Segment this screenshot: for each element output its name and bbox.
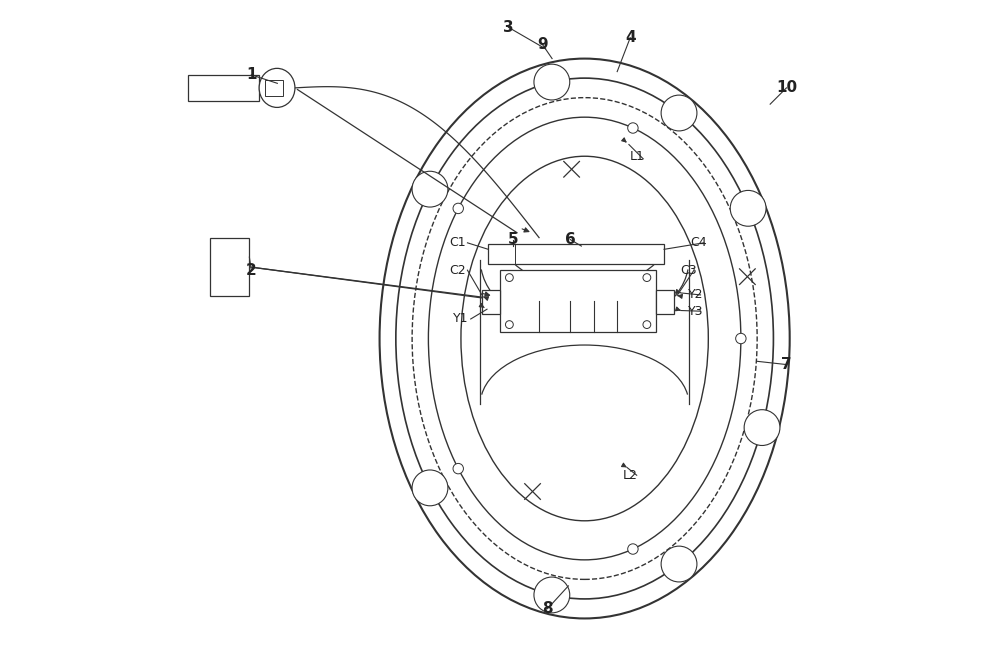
- Ellipse shape: [661, 95, 697, 131]
- Ellipse shape: [534, 64, 570, 100]
- Ellipse shape: [628, 544, 638, 554]
- Ellipse shape: [505, 321, 513, 329]
- Text: 4: 4: [625, 30, 636, 46]
- Text: 10: 10: [776, 80, 797, 96]
- Bar: [265, 80, 283, 96]
- Text: C1: C1: [449, 236, 466, 249]
- Text: 5: 5: [508, 232, 518, 247]
- Text: 8: 8: [542, 601, 553, 616]
- Text: 6: 6: [565, 232, 576, 247]
- Ellipse shape: [453, 464, 463, 474]
- Bar: [500, 270, 656, 332]
- Ellipse shape: [643, 273, 651, 281]
- Ellipse shape: [744, 409, 780, 445]
- Ellipse shape: [505, 273, 513, 281]
- Text: 7: 7: [781, 357, 792, 372]
- Text: L1: L1: [629, 150, 644, 163]
- Ellipse shape: [412, 171, 448, 207]
- Text: C3: C3: [680, 264, 697, 277]
- Text: Y3: Y3: [688, 305, 703, 318]
- Ellipse shape: [730, 190, 766, 227]
- Ellipse shape: [534, 577, 570, 613]
- Text: L2: L2: [623, 469, 638, 482]
- Ellipse shape: [661, 546, 697, 582]
- Bar: [210, 238, 249, 296]
- Text: Y2: Y2: [688, 288, 703, 301]
- Ellipse shape: [736, 333, 746, 344]
- Bar: [482, 290, 500, 314]
- Text: C2: C2: [449, 264, 466, 277]
- Ellipse shape: [643, 321, 651, 329]
- Ellipse shape: [628, 123, 638, 133]
- Text: Y1: Y1: [453, 312, 469, 326]
- Ellipse shape: [412, 470, 448, 506]
- Text: 9: 9: [537, 36, 548, 52]
- Ellipse shape: [453, 203, 463, 214]
- Text: C4: C4: [690, 236, 707, 249]
- Text: 2: 2: [246, 262, 257, 278]
- Ellipse shape: [259, 68, 295, 107]
- Bar: [488, 244, 664, 264]
- Text: 1: 1: [246, 67, 257, 83]
- Bar: [656, 290, 674, 314]
- Bar: [188, 75, 259, 101]
- Text: 3: 3: [503, 20, 514, 35]
